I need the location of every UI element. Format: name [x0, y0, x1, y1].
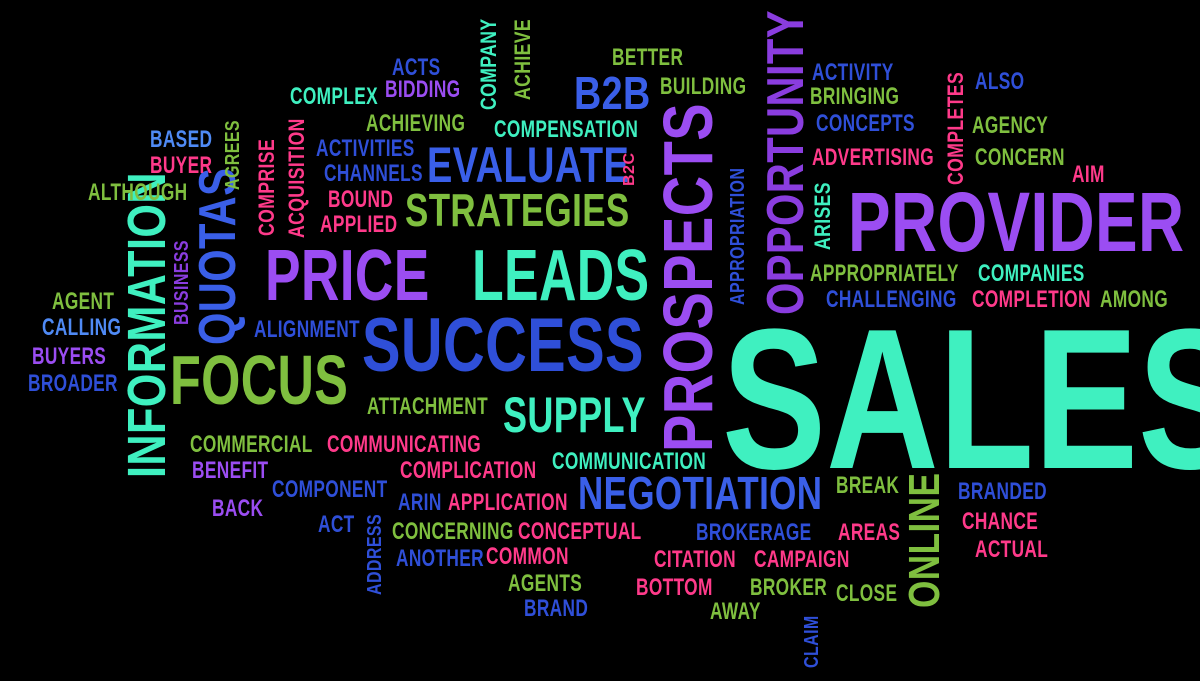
word-agrees: AGREES	[222, 120, 244, 190]
word-benefit: BENEFIT	[192, 457, 269, 484]
word-arin: ARIN	[398, 489, 442, 516]
word-provider: PROVIDER	[848, 175, 1185, 269]
word-communicating: COMMUNICATING	[327, 431, 482, 458]
word-act: ACT	[318, 511, 355, 538]
word-branded: BRANDED	[958, 478, 1047, 505]
word-also: ALSO	[975, 68, 1025, 95]
word-compensation: COMPENSATION	[494, 116, 639, 143]
word-channels: CHANNELS	[324, 160, 423, 187]
word-challenging: CHALLENGING	[826, 286, 957, 313]
word-evaluate: EVALUATE	[427, 137, 630, 193]
word-address: ADDRESS	[364, 513, 386, 595]
word-concern: CONCERN	[975, 144, 1065, 171]
word-broader: BROADER	[28, 370, 118, 397]
word-activity: ACTIVITY	[812, 59, 894, 86]
word-agent: AGENT	[52, 288, 115, 315]
word-price: PRICE	[265, 236, 430, 316]
word-buyers: BUYERS	[32, 343, 107, 370]
word-away: AWAY	[710, 598, 761, 625]
word-alignment: ALIGNMENT	[254, 316, 360, 343]
word-better: BETTER	[612, 44, 684, 71]
word-chance: CHANCE	[962, 508, 1039, 535]
word-brand: BRAND	[524, 595, 589, 622]
word-companies: COMPANIES	[978, 260, 1085, 287]
word-bringing: BRINGING	[810, 83, 900, 110]
word-complication: COMPLICATION	[400, 457, 537, 484]
word-attachment: ATTACHMENT	[367, 393, 489, 420]
word-common: COMMON	[486, 543, 569, 570]
word-appropriately: APPROPRIATELY	[810, 260, 959, 287]
word-citation: CITATION	[654, 546, 736, 573]
word-brokerage: BROKERAGE	[696, 519, 812, 546]
word-bidding: BIDDING	[385, 76, 461, 103]
word-focus: FOCUS	[170, 341, 349, 419]
word-leads: LEADS	[472, 236, 650, 316]
word-bottom: BOTTOM	[636, 574, 713, 601]
word-achieve: ACHIEVE	[510, 18, 535, 100]
word-communication: COMMUNICATION	[552, 448, 707, 475]
word-business: BUSINESS	[171, 240, 193, 325]
word-advertising: ADVERTISING	[812, 144, 935, 171]
word-among: AMONG	[1100, 286, 1169, 313]
word-calling: CALLING	[42, 314, 122, 341]
word-comprise: COMPRISE	[254, 138, 279, 236]
word-back: BACK	[212, 495, 264, 522]
word-break: BREAK	[836, 472, 900, 499]
word-completion: COMPLETION	[972, 286, 1091, 313]
word-prospects: PROSPECTS	[649, 102, 727, 453]
word-online: ONLINE	[900, 472, 949, 608]
word-negotiation: NEGOTIATION	[578, 467, 823, 519]
word-aim: AIM	[1072, 161, 1105, 188]
word-sales: SALES	[722, 288, 1200, 511]
word-conceptual: CONCEPTUAL	[518, 518, 642, 545]
word-b2b: B2B	[574, 67, 651, 119]
word-areas: AREAS	[838, 519, 901, 546]
word-information: INFORMATION	[117, 172, 177, 479]
word-based: BASED	[150, 126, 213, 153]
word-achieving: ACHIEVING	[366, 110, 466, 137]
word-completes: COMPLETES	[943, 71, 968, 185]
word-campaign: CAMPAIGN	[754, 546, 850, 573]
word-applied: APPLIED	[320, 211, 398, 238]
word-another: ANOTHER	[396, 545, 484, 572]
word-application: APPLICATION	[448, 489, 568, 516]
word-buyer: BUYER	[150, 152, 213, 179]
word-broker: BROKER	[750, 574, 828, 601]
word-quotas: QUOTAS	[189, 167, 247, 345]
word-concerning: CONCERNING	[392, 518, 514, 545]
word-concepts: CONCEPTS	[816, 110, 915, 137]
word-company: COMPANY	[476, 18, 501, 110]
word-component: COMPONENT	[272, 476, 388, 503]
word-although: ALTHOUGH	[88, 179, 188, 206]
word-appropriation: APPROPRIATION	[727, 167, 749, 305]
word-acts: ACTS	[392, 54, 441, 81]
word-supply: SUPPLY	[503, 387, 646, 443]
word-close: CLOSE	[836, 580, 898, 607]
word-agents: AGENTS	[508, 570, 583, 597]
word-b2c: B2C	[621, 152, 638, 186]
word-claim: CLAIM	[801, 615, 823, 668]
word-strategies: STRATEGIES	[405, 184, 630, 236]
word-acquisition: ACQUISITION	[284, 118, 309, 238]
word-actual: ACTUAL	[975, 536, 1049, 563]
word-activities: ACTIVITIES	[316, 135, 415, 162]
word-commercial: COMMERCIAL	[190, 431, 313, 458]
word-building: BUILDING	[660, 73, 747, 100]
word-agency: AGENCY	[972, 112, 1049, 139]
word-opportunity: OPPORTUNITY	[757, 10, 815, 316]
word-bound: BOUND	[328, 186, 394, 213]
word-arises: ARISES	[810, 182, 835, 250]
word-success: SUCCESS	[362, 303, 644, 388]
word-complex: COMPLEX	[290, 83, 378, 110]
